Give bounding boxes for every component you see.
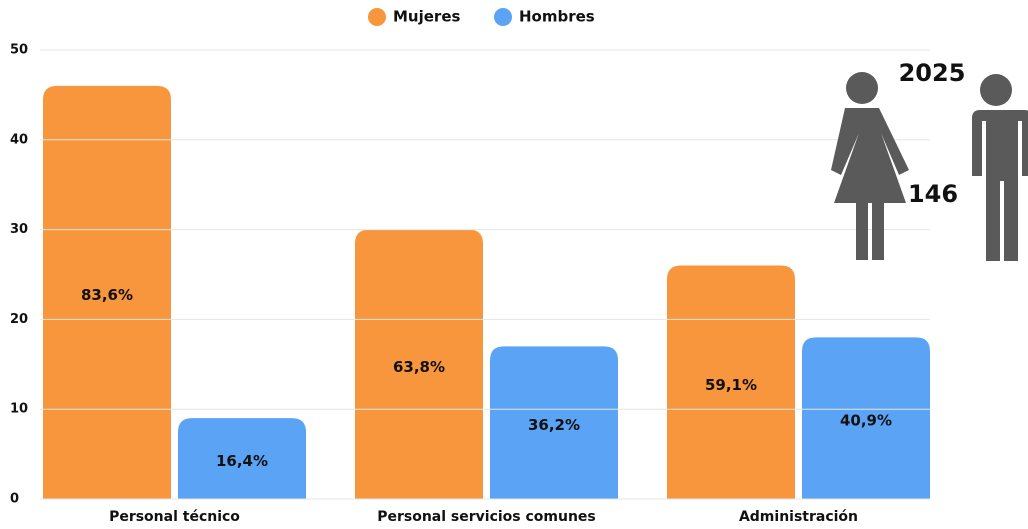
man-icon-body: [968, 110, 1028, 261]
woman-icon-body: [831, 108, 909, 260]
bar: [178, 418, 306, 499]
icons: [831, 72, 1028, 261]
value-label: 63,8%: [393, 358, 445, 376]
annotation-year: 2025: [899, 59, 966, 87]
value-label: 59,1%: [705, 376, 757, 394]
y-tick-label: 0: [10, 492, 19, 507]
value-label: 40,9%: [840, 412, 892, 430]
legend-label: Hombres: [519, 8, 595, 26]
annotation-total: 146: [908, 180, 958, 208]
legend-swatch: [494, 8, 512, 26]
woman-icon-head: [846, 72, 878, 104]
y-tick-label: 10: [10, 402, 28, 417]
bar: [667, 265, 795, 499]
value-label: 36,2%: [528, 416, 580, 434]
bar: [355, 229, 483, 499]
x-tick-label: Personal servicios comunes: [377, 509, 596, 525]
x-tick-label: Administración: [739, 509, 858, 525]
bar: [43, 85, 171, 500]
value-label: 16,4%: [216, 452, 268, 470]
y-tick-label: 20: [10, 312, 28, 327]
x-tick-label: Personal técnico: [109, 509, 240, 525]
bar: [490, 346, 618, 499]
bar: [802, 337, 930, 499]
legend-label: Mujeres: [393, 8, 460, 26]
man-icon-head: [980, 74, 1012, 106]
value-label: 83,6%: [81, 286, 133, 304]
y-tick-label: 50: [10, 43, 28, 58]
y-tick-label: 40: [10, 132, 28, 147]
legend-swatch: [368, 8, 386, 26]
y-tick-label: 30: [10, 222, 28, 237]
